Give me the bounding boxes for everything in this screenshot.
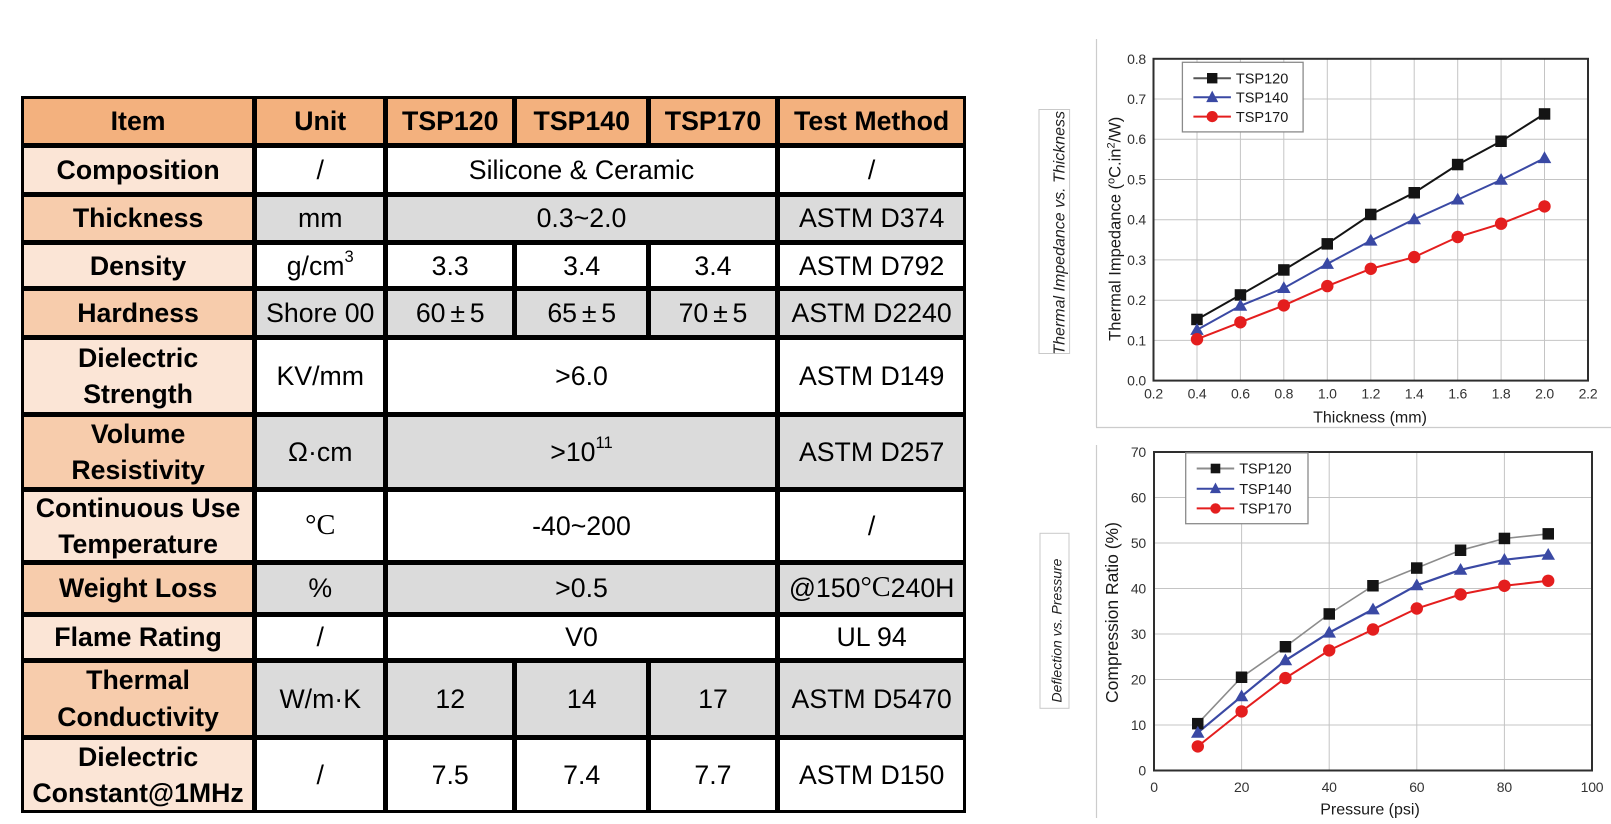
svg-text:0.4: 0.4 <box>1188 386 1207 402</box>
svg-text:1.0: 1.0 <box>1318 386 1337 402</box>
svg-text:0.6: 0.6 <box>1231 386 1250 402</box>
svg-text:50: 50 <box>1131 535 1147 551</box>
svg-text:40: 40 <box>1322 779 1338 795</box>
svg-text:0.8: 0.8 <box>1274 386 1293 402</box>
svg-text:Thickness (mm): Thickness (mm) <box>1313 410 1427 427</box>
svg-text:0.1: 0.1 <box>1127 332 1146 348</box>
svg-text:0.2: 0.2 <box>1127 292 1146 308</box>
svg-text:Compression Ratio (%): Compression Ratio (%) <box>1102 522 1122 703</box>
svg-text:0.8: 0.8 <box>1127 51 1146 67</box>
svg-text:60: 60 <box>1409 779 1425 795</box>
svg-text:70: 70 <box>1131 444 1147 460</box>
svg-text:1.4: 1.4 <box>1405 386 1424 402</box>
svg-text:2.0: 2.0 <box>1535 386 1554 402</box>
svg-text:30: 30 <box>1131 626 1147 642</box>
svg-text:1.2: 1.2 <box>1361 386 1380 402</box>
svg-text:TSP170: TSP170 <box>1236 110 1288 126</box>
svg-text:TSP140: TSP140 <box>1239 482 1291 498</box>
svg-text:1.8: 1.8 <box>1492 386 1511 402</box>
svg-text:2.2: 2.2 <box>1579 386 1598 402</box>
svg-text:20: 20 <box>1131 672 1147 688</box>
svg-text:0.3: 0.3 <box>1127 252 1146 268</box>
svg-text:0.4: 0.4 <box>1127 212 1146 228</box>
svg-text:0.6: 0.6 <box>1127 131 1146 147</box>
svg-text:Deflection vs. Pressure: Deflection vs. Pressure <box>1049 558 1065 702</box>
svg-text:20: 20 <box>1234 779 1250 795</box>
svg-text:0.0: 0.0 <box>1127 373 1146 389</box>
svg-text:TSP120: TSP120 <box>1236 71 1288 87</box>
svg-text:TSP120: TSP120 <box>1239 462 1291 478</box>
svg-text:TSP170: TSP170 <box>1239 502 1291 518</box>
svg-text:Thermal Impedance vs. Thicknes: Thermal Impedance vs. Thickness <box>1052 111 1069 355</box>
svg-text:0.5: 0.5 <box>1127 172 1146 188</box>
svg-text:TSP140: TSP140 <box>1236 91 1288 107</box>
svg-text:60: 60 <box>1131 490 1147 506</box>
svg-text:Thermal Impedance (oC.in2/W): Thermal Impedance (oC.in2/W) <box>1106 117 1125 341</box>
svg-text:Pressure (psi): Pressure (psi) <box>1320 802 1420 819</box>
svg-text:0: 0 <box>1138 763 1146 779</box>
svg-text:10: 10 <box>1131 717 1147 733</box>
svg-text:100: 100 <box>1581 779 1604 795</box>
svg-text:0: 0 <box>1150 779 1158 795</box>
svg-text:40: 40 <box>1131 581 1147 597</box>
svg-text:1.6: 1.6 <box>1448 386 1467 402</box>
svg-text:0.2: 0.2 <box>1144 386 1163 402</box>
svg-text:80: 80 <box>1497 779 1513 795</box>
svg-text:0.7: 0.7 <box>1127 91 1146 107</box>
